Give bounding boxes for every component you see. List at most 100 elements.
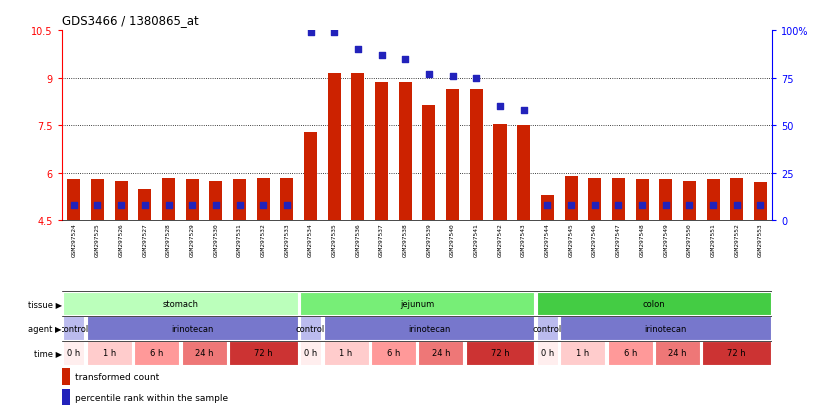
Bar <box>399 83 412 221</box>
Text: GSM297543: GSM297543 <box>521 222 526 256</box>
Text: GSM297536: GSM297536 <box>355 222 360 256</box>
FancyBboxPatch shape <box>87 342 132 365</box>
Text: GSM297537: GSM297537 <box>379 222 384 256</box>
Point <box>233 202 246 209</box>
Text: GSM297540: GSM297540 <box>450 222 455 256</box>
Point <box>493 104 506 110</box>
Text: GSM297527: GSM297527 <box>142 222 147 256</box>
Text: GSM297539: GSM297539 <box>426 222 431 256</box>
FancyBboxPatch shape <box>182 342 226 365</box>
Text: control: control <box>296 324 325 333</box>
Bar <box>351 74 364 221</box>
FancyBboxPatch shape <box>537 317 558 340</box>
FancyBboxPatch shape <box>560 317 771 340</box>
Text: tissue ▶: tissue ▶ <box>28 299 62 308</box>
FancyBboxPatch shape <box>702 342 771 365</box>
Point <box>754 202 767 209</box>
Bar <box>328 74 341 221</box>
Text: 24 h: 24 h <box>195 349 213 358</box>
Point <box>138 202 151 209</box>
Text: GSM297544: GSM297544 <box>545 222 550 256</box>
FancyBboxPatch shape <box>63 292 297 315</box>
Text: GSM297533: GSM297533 <box>284 222 289 256</box>
FancyBboxPatch shape <box>300 342 321 365</box>
Bar <box>186 180 199 221</box>
Point <box>399 56 412 63</box>
Bar <box>138 189 151 221</box>
Point <box>257 202 270 209</box>
Text: GSM297553: GSM297553 <box>758 222 763 256</box>
Text: jejunum: jejunum <box>400 299 434 308</box>
Bar <box>209 181 222 221</box>
FancyBboxPatch shape <box>300 292 534 315</box>
Bar <box>304 132 317 221</box>
Text: GSM297532: GSM297532 <box>261 222 266 256</box>
Text: stomach: stomach <box>163 299 198 308</box>
Bar <box>446 90 459 221</box>
Bar <box>635 180 648 221</box>
FancyBboxPatch shape <box>560 342 605 365</box>
Text: time ▶: time ▶ <box>34 349 62 358</box>
Point <box>67 202 80 209</box>
Text: GSM297526: GSM297526 <box>119 222 124 256</box>
Bar <box>493 124 506 221</box>
Text: 1 h: 1 h <box>339 349 353 358</box>
Text: 6 h: 6 h <box>387 349 400 358</box>
Text: irinotecan: irinotecan <box>408 324 450 333</box>
Text: 1 h: 1 h <box>102 349 116 358</box>
Text: control: control <box>533 324 562 333</box>
FancyBboxPatch shape <box>537 342 558 365</box>
Text: GSM297549: GSM297549 <box>663 222 668 256</box>
Point <box>91 202 104 209</box>
Text: irinotecan: irinotecan <box>644 324 687 333</box>
Bar <box>375 83 388 221</box>
Point <box>683 202 696 209</box>
Text: GSM297531: GSM297531 <box>237 222 242 256</box>
Text: GSM297545: GSM297545 <box>568 222 573 256</box>
Point <box>446 73 459 80</box>
Text: 72 h: 72 h <box>491 349 510 358</box>
FancyBboxPatch shape <box>300 317 321 340</box>
Text: GSM297538: GSM297538 <box>403 222 408 256</box>
FancyBboxPatch shape <box>655 342 700 365</box>
Text: GSM297541: GSM297541 <box>474 222 479 256</box>
Point <box>209 202 222 209</box>
Point <box>659 202 672 209</box>
Text: GDS3466 / 1380865_at: GDS3466 / 1380865_at <box>62 14 199 27</box>
FancyBboxPatch shape <box>466 342 534 365</box>
Point <box>422 71 435 78</box>
Bar <box>612 178 625 221</box>
Point <box>115 202 128 209</box>
Text: GSM297547: GSM297547 <box>616 222 621 256</box>
Bar <box>91 180 104 221</box>
Bar <box>517 126 530 221</box>
FancyBboxPatch shape <box>229 342 297 365</box>
Text: GSM297534: GSM297534 <box>308 222 313 256</box>
Point <box>470 75 483 82</box>
Bar <box>683 181 696 221</box>
Point <box>280 202 293 209</box>
Text: percentile rank within the sample: percentile rank within the sample <box>74 393 228 402</box>
FancyBboxPatch shape <box>418 342 463 365</box>
Bar <box>257 178 270 221</box>
Text: irinotecan: irinotecan <box>171 324 213 333</box>
Text: GSM297550: GSM297550 <box>687 222 692 256</box>
Text: GSM297524: GSM297524 <box>71 222 76 256</box>
Text: 0 h: 0 h <box>67 349 80 358</box>
Bar <box>422 105 435 221</box>
Point <box>612 202 625 209</box>
FancyBboxPatch shape <box>63 317 84 340</box>
FancyBboxPatch shape <box>324 342 368 365</box>
Text: 72 h: 72 h <box>254 349 273 358</box>
Bar <box>541 196 554 221</box>
Bar <box>588 178 601 221</box>
Point <box>635 202 648 209</box>
Bar <box>470 90 483 221</box>
Bar <box>280 178 293 221</box>
Bar <box>162 178 175 221</box>
Bar <box>564 177 577 221</box>
Text: 72 h: 72 h <box>728 349 746 358</box>
Text: GSM297525: GSM297525 <box>95 222 100 256</box>
FancyBboxPatch shape <box>63 342 84 365</box>
Text: 0 h: 0 h <box>304 349 317 358</box>
